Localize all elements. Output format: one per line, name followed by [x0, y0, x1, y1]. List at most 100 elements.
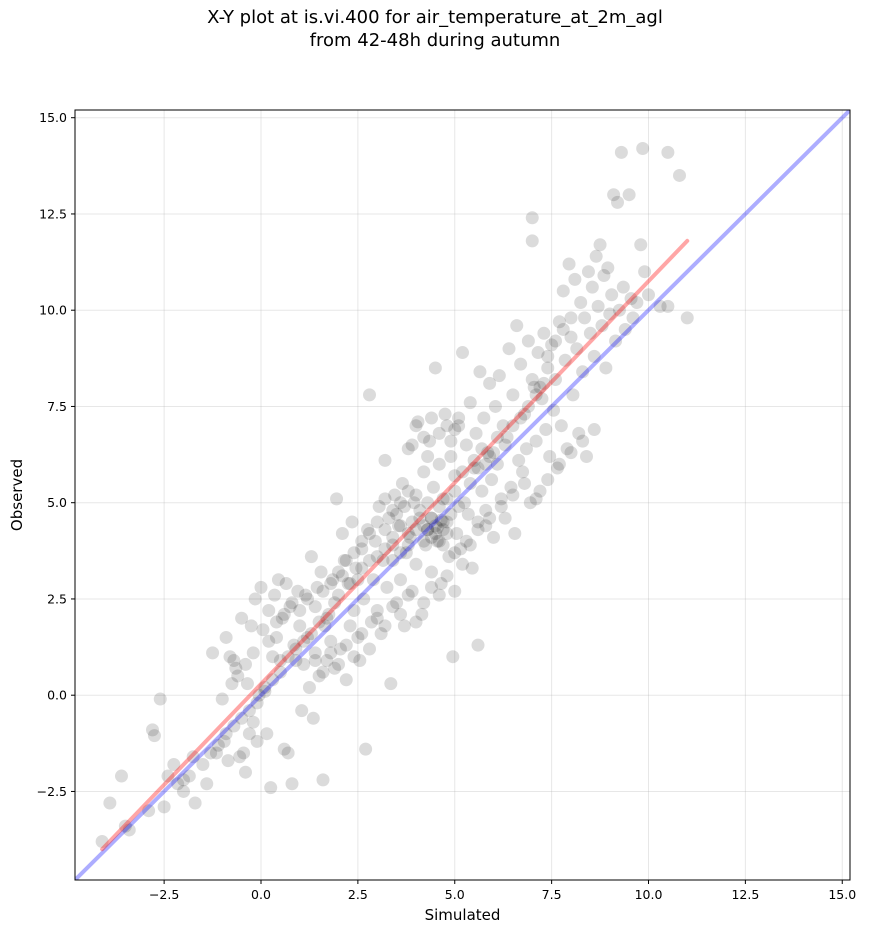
data-point — [549, 334, 562, 348]
data-point — [275, 611, 289, 625]
data-point — [219, 727, 233, 741]
data-point — [386, 503, 400, 517]
data-point — [240, 677, 254, 691]
data-point — [386, 538, 400, 552]
data-point — [425, 511, 438, 525]
data-point — [506, 419, 520, 433]
data-point — [281, 650, 295, 664]
data-point — [541, 473, 555, 487]
data-point — [456, 557, 469, 571]
data-point — [572, 426, 586, 440]
data-point — [242, 704, 256, 718]
data-point — [475, 484, 489, 498]
data-point — [425, 565, 438, 579]
data-point — [221, 754, 235, 768]
data-point — [355, 627, 369, 641]
data-point — [680, 311, 694, 325]
data-point — [283, 600, 297, 614]
data-point — [378, 542, 392, 556]
data-point — [425, 511, 438, 525]
data-point — [343, 619, 357, 633]
data-point — [390, 507, 404, 521]
data-point — [384, 677, 398, 691]
data-point — [328, 596, 342, 610]
data-point — [287, 638, 301, 652]
data-point — [516, 465, 530, 479]
reference-lines — [75, 110, 850, 880]
data-point — [235, 611, 249, 625]
data-point — [589, 249, 603, 263]
data-point — [618, 322, 632, 336]
data-point — [417, 465, 431, 479]
data-point — [233, 750, 247, 764]
data-point — [552, 457, 566, 471]
data-point — [642, 288, 655, 302]
data-point — [270, 630, 283, 644]
data-point — [405, 584, 419, 598]
data-point — [459, 438, 473, 452]
data-point — [316, 773, 330, 787]
data-point — [359, 742, 373, 756]
data-point — [430, 534, 444, 548]
data-point — [488, 399, 502, 413]
data-point — [378, 453, 392, 467]
x-tick-label: 5.0 — [445, 887, 465, 902]
data-point — [428, 527, 442, 540]
data-point — [343, 577, 357, 591]
data-point — [297, 657, 311, 671]
data-point — [490, 430, 504, 444]
data-point — [593, 238, 607, 252]
axis-ticks: −2.5 0.0 2.5 5.0 7.5 10.0 12.5 15.0 −2.5 0.0 2.5 5.… — [37, 110, 857, 902]
data-point — [521, 334, 535, 348]
data-point — [444, 434, 458, 448]
data-point — [634, 238, 648, 252]
data-point — [217, 734, 231, 748]
data-point — [407, 496, 421, 510]
data-point — [368, 534, 382, 548]
data-point — [200, 777, 214, 791]
data-point — [258, 684, 272, 698]
data-point — [316, 665, 330, 679]
data-point — [324, 634, 338, 648]
data-point — [519, 442, 533, 456]
data-point — [339, 673, 353, 687]
data-point — [306, 711, 320, 725]
data-point — [297, 634, 311, 648]
data-point — [380, 580, 394, 594]
data-point — [345, 515, 359, 529]
data-point — [277, 742, 291, 756]
data-point — [471, 523, 485, 537]
data-point — [353, 654, 367, 668]
data-point — [430, 521, 444, 535]
data-point — [446, 650, 460, 664]
data-point — [374, 627, 388, 641]
data-point — [293, 619, 307, 633]
data-point — [322, 607, 336, 621]
data-point — [401, 588, 415, 602]
data-point — [609, 334, 623, 348]
data-point — [531, 346, 545, 360]
data-point — [177, 784, 190, 798]
data-point — [483, 450, 497, 463]
data-point — [409, 615, 423, 629]
data-point — [574, 296, 588, 309]
data-point — [115, 769, 128, 783]
data-point — [562, 257, 576, 271]
data-point — [636, 142, 650, 155]
data-point — [487, 530, 500, 544]
data-point — [95, 835, 109, 848]
data-point — [366, 573, 380, 587]
data-point — [277, 607, 291, 621]
data-point — [444, 507, 458, 521]
data-point — [394, 573, 407, 587]
data-point — [357, 592, 371, 606]
data-point — [580, 450, 593, 463]
data-point — [242, 727, 256, 741]
data-point — [370, 611, 384, 625]
data-point — [341, 577, 355, 591]
data-point — [229, 661, 243, 675]
data-point — [525, 211, 539, 225]
data-point — [316, 584, 330, 598]
data-point — [523, 496, 537, 510]
data-point — [545, 338, 559, 352]
